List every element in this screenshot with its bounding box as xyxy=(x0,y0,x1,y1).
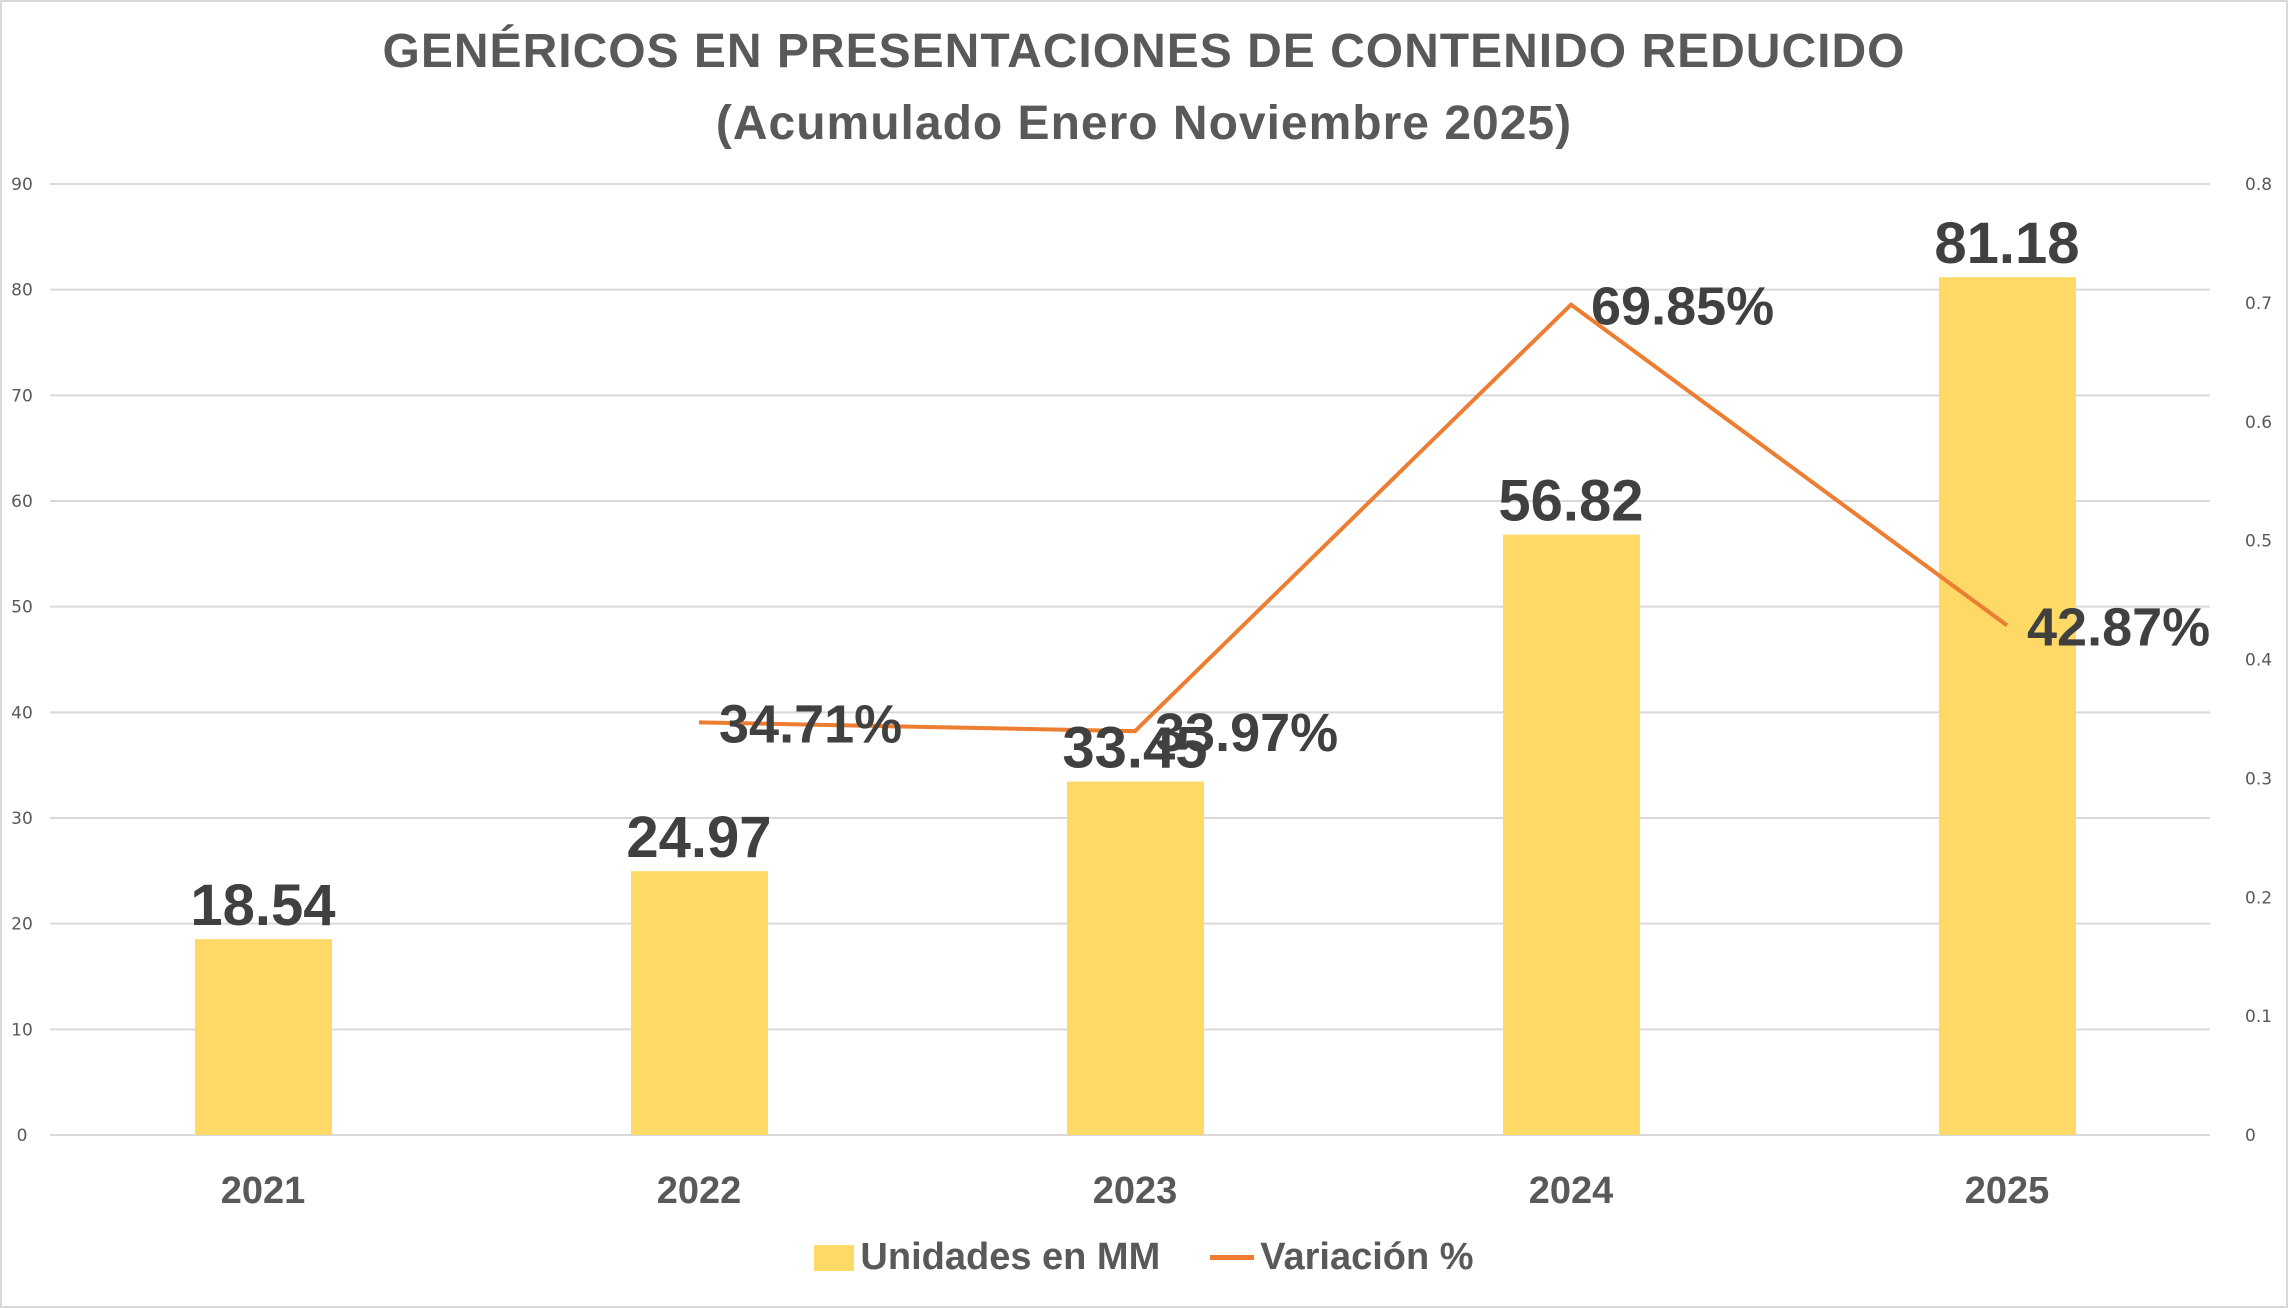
bar-data-label: 81.18 xyxy=(1934,211,2079,276)
legend-label-bars: Unidades en MM xyxy=(860,1236,1161,1278)
bar xyxy=(1503,534,1640,1135)
y-left-tick-label: 90 xyxy=(11,175,33,195)
x-tick-label: 2024 xyxy=(1529,1170,1614,1212)
y-left-tick-label: 60 xyxy=(11,492,33,512)
legend-swatch-line xyxy=(1210,1255,1255,1260)
legend-label-line: Variación % xyxy=(1260,1236,1474,1278)
x-tick-label: 2022 xyxy=(657,1170,742,1212)
y-left-tick-label: 40 xyxy=(11,703,33,723)
line-series xyxy=(698,302,2009,734)
bar xyxy=(1939,277,2076,1135)
x-tick-label: 2021 xyxy=(221,1170,306,1212)
y-left-tick-label: 70 xyxy=(11,386,33,406)
bar-data-label: 33.45 xyxy=(1062,716,1207,781)
chart-subtitle: (Acumulado Enero Noviembre 2025) xyxy=(715,97,1573,150)
y-right-tick-label: 0.5 xyxy=(2245,532,2272,552)
line-data-label: 69.85% xyxy=(1591,277,1774,337)
bar xyxy=(1067,781,1204,1135)
y-left-tick-label: 30 xyxy=(11,809,33,829)
y-left-tick-label: 20 xyxy=(11,915,33,935)
chart-title: GENÉRICOS EN PRESENTACIONES DE CONTENIDO… xyxy=(382,25,1906,78)
y-right-tick-label: 0.2 xyxy=(2245,888,2272,908)
line-data-label: 34.71% xyxy=(719,694,902,754)
line-data-label: 33.97% xyxy=(1155,703,1338,763)
legend: Unidades en MM Variación % xyxy=(0,1236,2288,1279)
y-right-tick-label: 0.1 xyxy=(2245,1007,2272,1027)
bar-data-label: 56.82 xyxy=(1498,469,1643,534)
bar-data-label: 24.97 xyxy=(626,805,771,870)
x-tick-label: 2025 xyxy=(1965,1170,2050,1212)
y-left-tick-label: 50 xyxy=(11,598,33,618)
y-left-tick-label: 10 xyxy=(11,1020,33,1040)
legend-swatch-bar xyxy=(814,1244,855,1271)
y-right-tick-label: 0.7 xyxy=(2245,294,2272,314)
y-right-tick-label: 0.4 xyxy=(2245,651,2272,671)
y-left-tick-label: 0 xyxy=(17,1126,28,1146)
y-right-tick-label: 0.6 xyxy=(2245,413,2272,433)
bar xyxy=(631,871,768,1135)
x-tick-label: 2023 xyxy=(1093,1170,1178,1212)
y-right-tick-label: 0.3 xyxy=(2245,769,2272,789)
y-left-tick-label: 80 xyxy=(11,281,33,301)
y-right-tick-label: 0.8 xyxy=(2245,175,2272,195)
legend-item-bars: Unidades en MM xyxy=(814,1236,1160,1279)
y-right-tick-label: 0 xyxy=(2245,1126,2256,1146)
bar-data-label: 18.54 xyxy=(190,873,335,938)
legend-item-line: Variación % xyxy=(1210,1236,1474,1279)
line-data-label: 42.87% xyxy=(2027,597,2210,657)
bar xyxy=(195,939,332,1135)
